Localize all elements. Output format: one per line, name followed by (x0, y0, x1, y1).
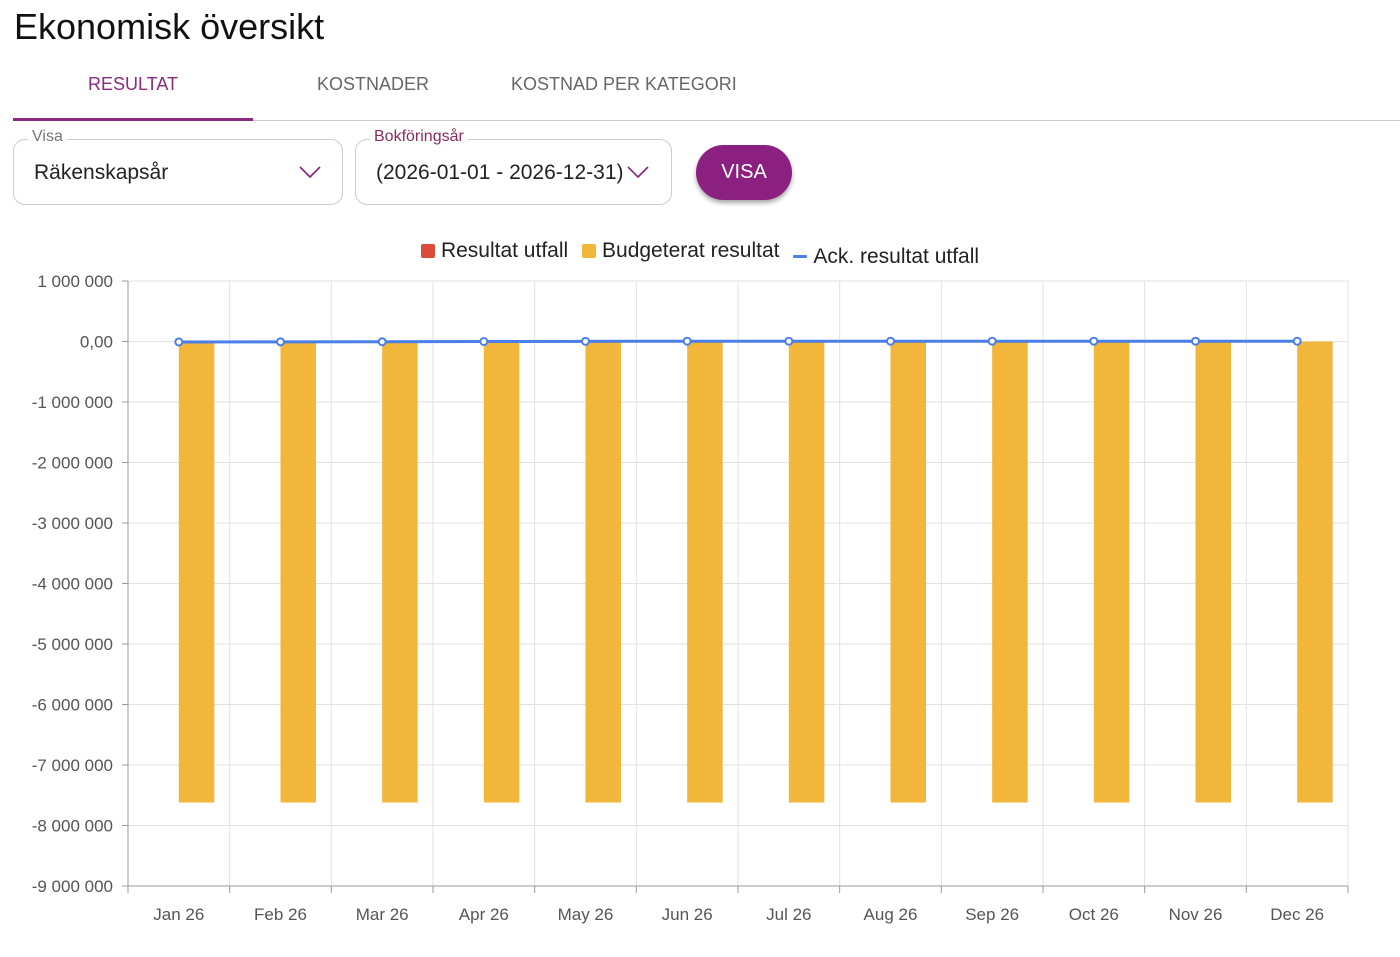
bar-budgeterat-resultat (890, 341, 926, 803)
bar-budgeterat-resultat (382, 341, 418, 803)
x-tick-label: May 26 (558, 905, 614, 924)
tab-bar: RESULTAT KOSTNADER KOSTNAD PER KATEGORI (13, 60, 1400, 121)
x-tick-label: Jan 26 (153, 905, 204, 924)
legend-swatch (793, 255, 808, 258)
bar-budgeterat-resultat (992, 341, 1028, 803)
active-tab-indicator (13, 118, 253, 121)
x-tick-label: Mar 26 (356, 905, 409, 924)
legend-label: Ack. resultat utfall (813, 244, 980, 268)
point-ack-resultat-utfall (276, 337, 285, 347)
chevron-down-icon (299, 166, 321, 179)
x-tick-label: Sep 26 (965, 905, 1019, 924)
tab-kostnader[interactable]: KOSTNADER (317, 74, 430, 94)
x-tick-label: Dec 26 (1270, 905, 1324, 924)
bar-budgeterat-resultat (1093, 341, 1130, 803)
bar-budgeterat-resultat (1195, 341, 1231, 803)
point-ack-resultat-utfall (1089, 336, 1099, 346)
bar-budgeterat-resultat (280, 341, 316, 803)
chart-legend: Resultat utfall Budgeterat resultat Ack.… (0, 239, 1400, 269)
bar-budgeterat-resultat (585, 341, 621, 803)
visa-label: Visa (28, 128, 67, 146)
legend-label: Resultat utfall (440, 239, 569, 262)
visa-button[interactable]: VISA (696, 145, 792, 200)
point-ack-resultat-utfall (174, 337, 184, 347)
legend-ack-resultat-utfall[interactable]: Ack. resultat utfall (793, 245, 979, 269)
x-tick-label: Feb 26 (254, 905, 307, 924)
y-tick-label: -5 000 000 (32, 635, 113, 654)
y-tick-label: 0,00 (80, 333, 113, 352)
chevron-down-icon (627, 166, 649, 179)
point-ack-resultat-utfall (886, 336, 895, 346)
x-tick-label: Nov 26 (1169, 905, 1223, 924)
legend-budgeterat-resultat[interactable]: Budgeterat resultat (582, 239, 779, 263)
bokforingsar-value: (2026-01-01 - 2026-12-31) (376, 161, 624, 184)
tab-resultat[interactable]: RESULTAT (88, 74, 179, 94)
legend-swatch (420, 244, 435, 258)
y-tick-label: -4 000 000 (32, 575, 113, 594)
y-tick-label: -2 000 000 (32, 454, 113, 473)
y-tick-label: -7 000 000 (32, 756, 113, 775)
visa-select[interactable]: Visa Räkenskapsår (13, 128, 343, 205)
y-tick-label: -8 000 000 (32, 817, 113, 836)
legend-swatch (582, 244, 597, 258)
point-ack-resultat-utfall (581, 336, 590, 346)
x-tick-label: Oct 26 (1069, 905, 1119, 924)
y-tick-label: -6 000 000 (32, 696, 113, 715)
legend-label: Budgeterat resultat (602, 239, 780, 262)
visa-value: Räkenskapsår (34, 161, 169, 184)
x-tick-label: Jul 26 (766, 905, 811, 924)
x-tick-label: Aug 26 (864, 905, 918, 924)
point-ack-resultat-utfall (479, 337, 489, 347)
y-tick-label: -3 000 000 (32, 514, 113, 533)
bokforingsar-select[interactable]: Bokföringsår (2026-01-01 - 2026-12-31) (355, 128, 672, 205)
tab-kostnad-per-kategori[interactable]: KOSTNAD PER KATEGORI (511, 74, 737, 94)
legend-resultat-utfall[interactable]: Resultat utfall (420, 239, 569, 263)
line-ack-resultat-utfall (178, 339, 1298, 344)
x-tick-label: Apr 26 (459, 905, 509, 924)
bar-budgeterat-resultat (1297, 341, 1333, 803)
x-tick-label: Jun 26 (662, 905, 713, 924)
bokforingsar-label: Bokföringsår (370, 128, 468, 146)
bar-budgeterat-resultat (178, 341, 215, 803)
page-title: Ekonomisk översikt (14, 6, 325, 47)
point-ack-resultat-utfall (987, 336, 997, 346)
point-ack-resultat-utfall (377, 337, 387, 347)
chart: 1 000 000 0,00 -1 000 000 -2 000 000 -3 000 … (32, 272, 1349, 924)
bar-budgeterat-resultat (483, 341, 520, 803)
y-tick-label: -1 000 000 (32, 393, 113, 412)
point-ack-resultat-utfall (784, 336, 794, 346)
bar-budgeterat-resultat (687, 341, 723, 803)
point-ack-resultat-utfall (682, 336, 692, 346)
point-ack-resultat-utfall (1292, 336, 1302, 346)
point-ack-resultat-utfall (1191, 336, 1200, 346)
y-tick-label: -9 000 000 (32, 877, 113, 896)
y-tick-label: 1 000 000 (37, 272, 113, 291)
bar-budgeterat-resultat (788, 341, 825, 803)
